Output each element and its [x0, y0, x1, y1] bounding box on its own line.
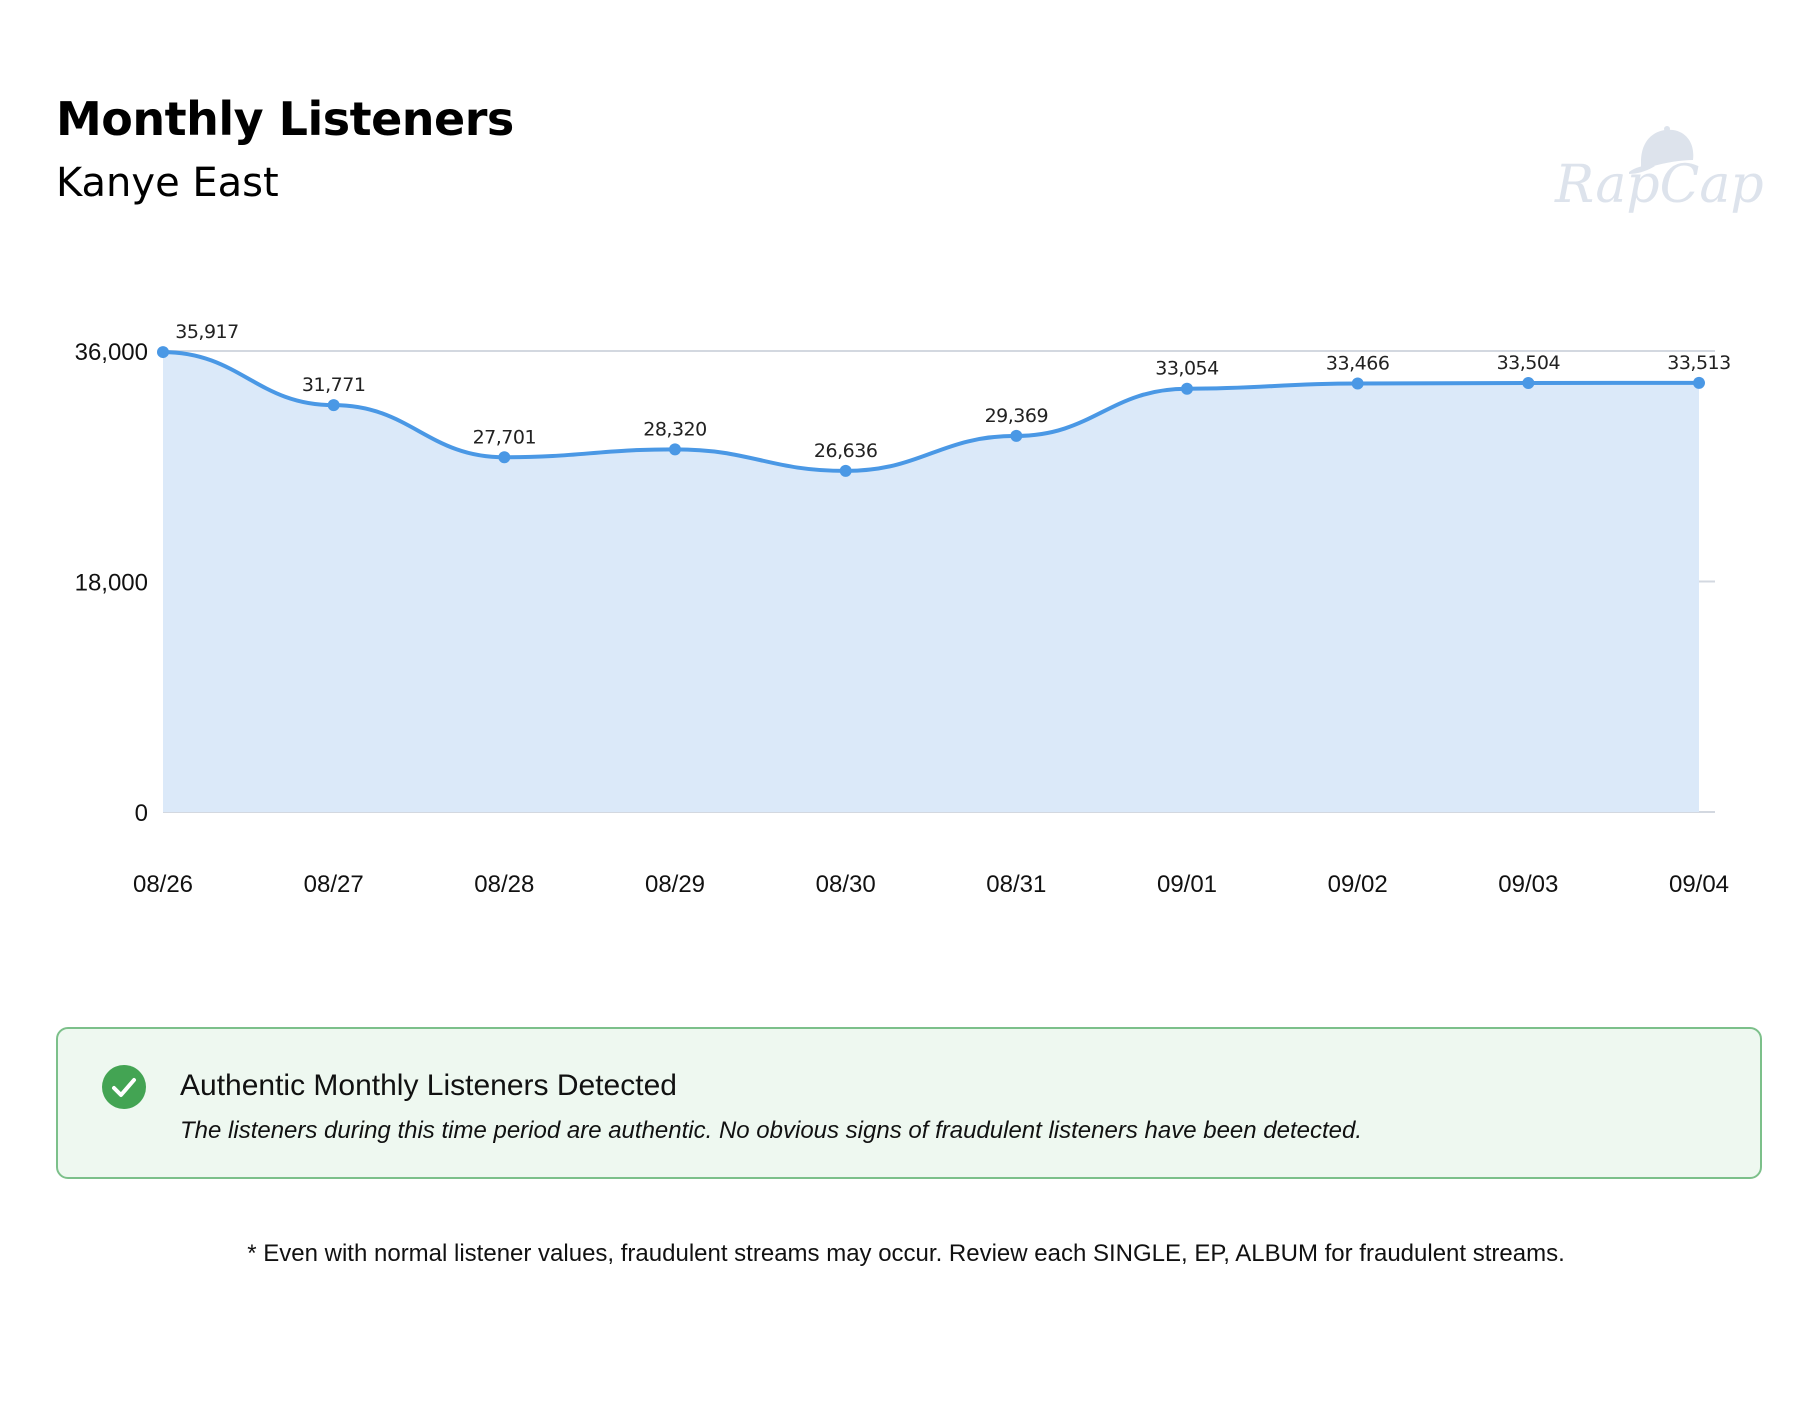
- data-label: 33,054: [1155, 358, 1219, 380]
- x-tick-label: 08/27: [304, 871, 364, 898]
- alert-description: The listeners during this time period ar…: [180, 1117, 1363, 1144]
- data-point[interactable]: [498, 451, 511, 464]
- x-tick-label: 09/04: [1669, 871, 1729, 898]
- x-tick-label: 08/26: [133, 871, 193, 898]
- data-label: 28,320: [643, 418, 706, 440]
- data-point[interactable]: [839, 464, 852, 477]
- authentic-listeners-alert: Authentic Monthly Listeners Detected The…: [56, 1027, 1762, 1179]
- x-tick-label: 08/30: [816, 871, 876, 898]
- alert-title: Authentic Monthly Listeners Detected: [180, 1069, 677, 1102]
- data-point[interactable]: [1010, 429, 1023, 442]
- data-label: 33,504: [1497, 352, 1561, 374]
- data-point[interactable]: [327, 399, 340, 412]
- y-tick-label: 18,000: [75, 570, 148, 597]
- data-label: 33,513: [1667, 352, 1730, 374]
- y-tick-label: 0: [135, 800, 148, 827]
- page-title: Monthly Listeners: [56, 92, 514, 146]
- chart-data-points: [157, 346, 1705, 477]
- data-point[interactable]: [669, 443, 681, 456]
- cap-icon: [1629, 126, 1694, 174]
- data-label: 29,369: [985, 405, 1048, 427]
- data-label: 26,636: [814, 440, 877, 462]
- artist-name: Kanye East: [56, 160, 279, 206]
- x-tick-label: 09/02: [1328, 871, 1388, 898]
- chart-data-labels: 35,917 31,771 27,701 28,320 26,636 29,369 33,0…: [175, 321, 1731, 462]
- data-point[interactable]: [1181, 382, 1193, 395]
- y-axis: 0 18,000 36,000: [75, 339, 148, 827]
- x-tick-label: 09/03: [1498, 871, 1558, 898]
- chart-line: [162, 350, 1700, 473]
- x-tick-label: 09/01: [1157, 871, 1217, 898]
- data-point[interactable]: [157, 346, 169, 359]
- x-axis: 08/26 08/27 08/28 08/29 08/30 08/31 09/01 09/02…: [133, 871, 1729, 898]
- data-label: 35,917: [175, 321, 238, 343]
- x-tick-label: 08/31: [986, 871, 1046, 898]
- x-tick-label: 08/28: [474, 871, 534, 898]
- data-label: 27,701: [473, 426, 536, 448]
- rapcap-logo: RapCap: [1545, 120, 1765, 220]
- data-point[interactable]: [1693, 376, 1705, 389]
- check-circle-icon: [102, 1065, 146, 1109]
- data-point[interactable]: [1522, 376, 1535, 389]
- svg-text:RapCap: RapCap: [1554, 155, 1764, 215]
- data-point[interactable]: [1351, 377, 1364, 390]
- disclaimer-footnote: * Even with normal listener values, frau…: [247, 1240, 1565, 1267]
- y-tick-label: 36,000: [75, 339, 148, 366]
- data-label: 33,466: [1326, 352, 1389, 374]
- chart-area-fill: [163, 352, 1699, 812]
- data-label: 31,771: [302, 374, 365, 396]
- x-tick-label: 08/29: [645, 871, 705, 898]
- monthly-listeners-chart: 35,917 31,771 27,701 28,320 26,636 29,369 33,0…: [0, 300, 1812, 940]
